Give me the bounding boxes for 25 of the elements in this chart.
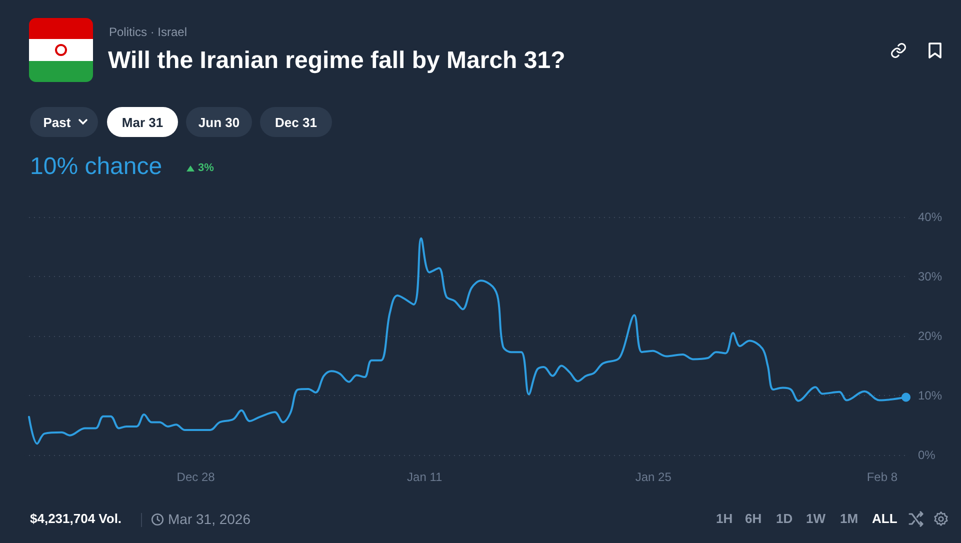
text: 10% chance — [30, 153, 162, 181]
text: Past — [30, 107, 98, 137]
text: 3% — [198, 162, 214, 174]
x-tick-label: Jan 25 — [635, 470, 672, 484]
text: $4,231,704 Vol. — [30, 511, 122, 526]
text: 1D — [776, 511, 793, 526]
y-tick-label: 20% — [918, 329, 942, 343]
y-tick-label: 10% — [918, 388, 942, 402]
text: 1H — [716, 511, 733, 526]
text: Mar 31, 2026 — [168, 511, 250, 527]
x-tick-label: Dec 28 — [176, 470, 216, 484]
text: Mar 31 — [107, 107, 178, 137]
text: 1W — [806, 511, 826, 526]
text: 6H — [745, 511, 762, 526]
y-tick-label: 30% — [918, 270, 942, 284]
x-tick-label: Feb 8 — [866, 470, 898, 484]
text: Dec 31 — [260, 107, 332, 137]
y-tick-label: 40% — [918, 210, 942, 224]
y-tick-label: 0% — [918, 448, 936, 462]
text: 1M — [840, 511, 858, 526]
chart-title: Will the Iranian regime fall by March 31? — [108, 47, 566, 75]
x-tick-label: Jan 11 — [407, 470, 442, 484]
chart-subtitle: Politics · Israel — [109, 25, 188, 39]
text: Jun 30 — [186, 107, 252, 137]
text: ALL — [872, 511, 898, 526]
